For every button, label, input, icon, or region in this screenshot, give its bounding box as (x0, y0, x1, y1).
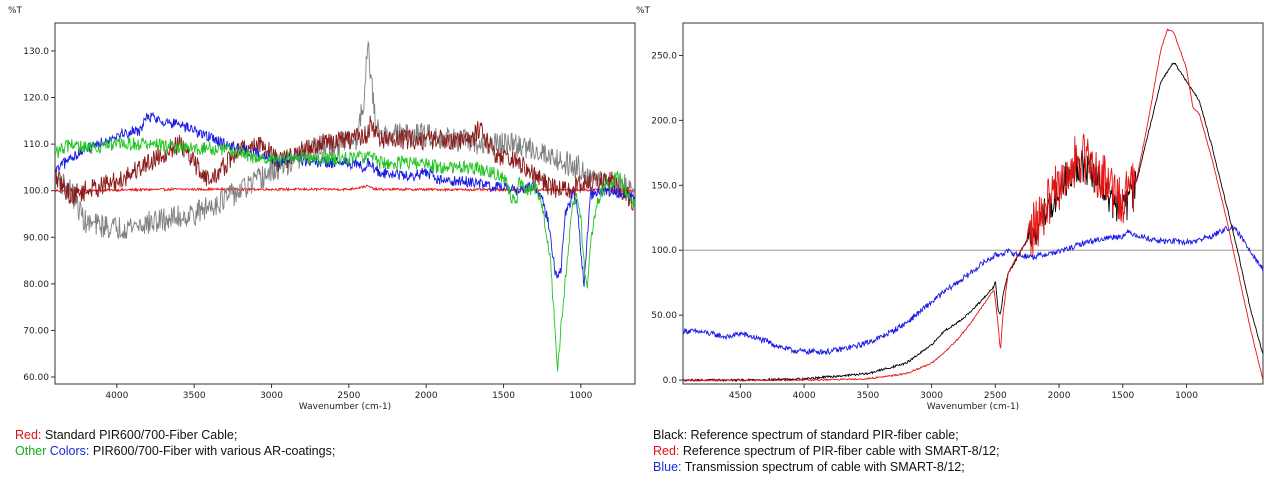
x-tick-label: 2000 (1048, 391, 1071, 401)
y-axis-title: %T (636, 6, 651, 16)
plot-frame (682, 22, 1264, 385)
x-tick-label: 2500 (984, 391, 1007, 401)
x-tick-label: 1000 (569, 391, 592, 401)
right-caption-line-1: Black: Reference spectrum of standard PI… (653, 428, 959, 442)
x-tick-label: 3500 (856, 391, 879, 401)
left-caption-other-label: Other (15, 444, 47, 458)
right-caption: Black: Reference spectrum of standard PI… (653, 427, 999, 475)
right-caption-red-text: Reference spectrum of PIR-fiber cable wi… (679, 444, 1000, 458)
right-caption-blue-label: Blue: (653, 460, 682, 474)
y-tick-label: 130.0 (23, 47, 49, 57)
y-tick-label: 70.00 (23, 326, 49, 336)
right-caption-line-2: Red: Reference spectrum of PIR-fiber cab… (653, 443, 999, 459)
spectra-charts: %T 60.00 70.00 80.00 90.00 100.0 110.0 120.0 130… (8, 6, 1264, 412)
series-line (55, 111, 635, 287)
x-axis-title: Wavenumber (cm-1) (927, 402, 1019, 412)
x-tick-label: 3000 (920, 391, 943, 401)
x-tick-label: 1000 (1175, 391, 1198, 401)
left-transmission-chart: %T 60.00 70.00 80.00 90.00 100.0 110.0 120.0 130… (8, 6, 636, 412)
y-tick-label: 60.00 (23, 373, 49, 383)
series-line (55, 41, 635, 239)
right-caption-blue-text: Transmission spectrum of cable with SMAR… (681, 460, 965, 474)
y-tick-label: 150.0 (651, 181, 677, 191)
x-tick-label: 4500 (729, 391, 752, 401)
plot-frame (54, 22, 636, 385)
left-caption-other-text: PIR600/700-Fiber with various AR-coating… (89, 444, 336, 458)
x-tick-label: 1500 (1111, 391, 1134, 401)
y-tick-label: 200.0 (651, 116, 677, 126)
x-tick-label: 3000 (260, 391, 283, 401)
series-line (683, 62, 1263, 383)
y-tick-label: 100.0 (23, 187, 49, 197)
right-caption-line-3: Blue: Transmission spectrum of cable wit… (653, 459, 999, 475)
x-tick-label: 1500 (492, 391, 515, 401)
series-line (683, 225, 1263, 356)
x-axis-title: Wavenumber (cm-1) (299, 402, 391, 412)
x-tick-label: 2000 (415, 391, 438, 401)
y-axis-title: %T (8, 6, 23, 16)
x-tick-label: 2500 (337, 391, 360, 401)
right-transmission-chart: %T 0.0 50.00 100.0 150.0 200.0 250.0 4500 4000 35… (636, 6, 1264, 412)
series-line (55, 184, 635, 193)
y-tick-label: 110.0 (23, 140, 49, 150)
y-tick-label: 100.0 (651, 246, 677, 256)
x-tick-label: 3500 (183, 391, 206, 401)
left-caption-colors-label: Colors: (46, 444, 90, 458)
left-caption-line-2: Other Colors: PIR600/700-Fiber with vari… (15, 443, 335, 459)
y-tick-label: 80.00 (23, 280, 49, 290)
y-tick-label: 90.00 (23, 233, 49, 243)
left-caption-red-label: Red: (15, 428, 42, 442)
y-tick-label: 120.0 (23, 94, 49, 104)
x-tick-label: 4000 (793, 391, 816, 401)
y-tick-label: 0.0 (663, 376, 678, 386)
x-tick-label: 4000 (105, 391, 128, 401)
left-caption-line-1: Red: Standard PIR600/700-Fiber Cable; (15, 427, 335, 443)
y-tick-label: 50.00 (651, 311, 677, 321)
left-caption: Red: Standard PIR600/700-Fiber Cable; Ot… (15, 427, 335, 459)
left-caption-red-text: Standard PIR600/700-Fiber Cable; (41, 428, 238, 442)
series-line (683, 28, 1263, 382)
y-tick-label: 250.0 (651, 51, 677, 61)
series-line (55, 136, 635, 372)
right-caption-red-label: Red: (653, 444, 680, 458)
series-line (55, 115, 635, 213)
